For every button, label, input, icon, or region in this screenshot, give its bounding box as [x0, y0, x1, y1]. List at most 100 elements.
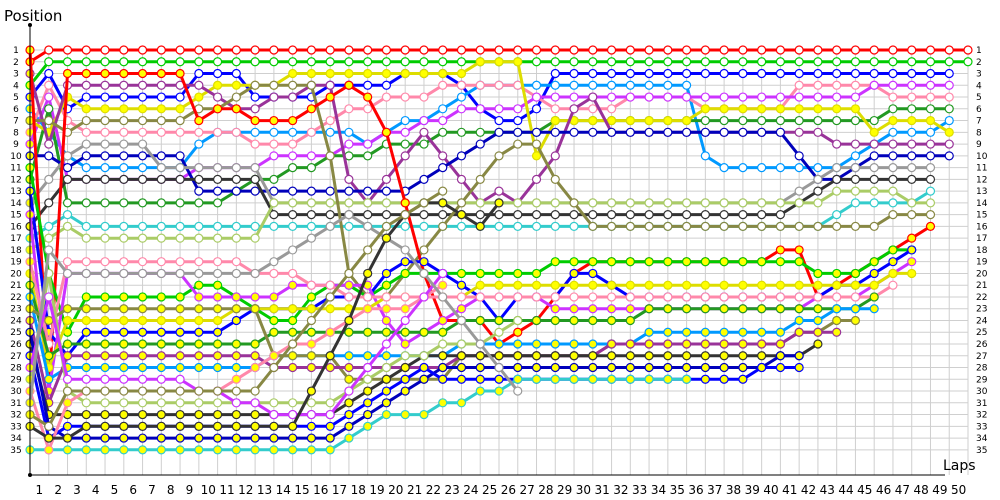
lap-position-marker [888, 139, 898, 149]
lap-position-marker [156, 351, 166, 361]
lap-position-marker [137, 92, 148, 102]
lap-position-marker [550, 45, 560, 55]
lap-position-marker [813, 68, 823, 79]
lap-position-marker [81, 315, 91, 326]
lap-position-marker [550, 57, 560, 67]
lap-position-marker [213, 339, 223, 349]
lap-position-marker [306, 57, 316, 67]
lap-position-marker [850, 80, 861, 90]
lap-position-marker [288, 421, 298, 431]
lap-position-marker [381, 374, 392, 384]
lap-position-marker [175, 351, 185, 361]
lap-position-marker [156, 445, 166, 455]
y-tick-label: 13 [10, 187, 21, 197]
lap-position-marker [288, 268, 298, 279]
lap-position-marker [306, 315, 316, 326]
lap-position-marker [81, 445, 91, 455]
lap-position-marker [288, 127, 298, 137]
lap-position-marker [588, 198, 598, 208]
lap-position-marker [137, 386, 148, 396]
lap-position-marker [681, 45, 692, 55]
lap-position-marker [757, 327, 767, 337]
lap-position-marker [513, 386, 523, 396]
lap-position-marker [700, 351, 710, 361]
lap-position-marker [419, 327, 429, 337]
lap-position-marker [175, 151, 185, 161]
lap-position-marker [175, 398, 185, 408]
lap-position-marker [456, 45, 467, 55]
lap-position-marker [438, 374, 448, 384]
lap-position-marker [513, 362, 523, 373]
lap-position-marker [100, 198, 110, 208]
lap-position-marker [681, 327, 692, 337]
lap-position-marker [494, 327, 504, 337]
lap-position-marker [81, 57, 91, 67]
lap-position-marker [269, 186, 279, 196]
lap-position-marker [194, 80, 204, 90]
lap-position-marker [231, 45, 241, 55]
lap-position-marker [119, 304, 129, 314]
lap-position-marker [738, 327, 748, 337]
lap-position-marker [681, 257, 692, 267]
lap-position-marker [400, 386, 410, 396]
lap-position-marker [550, 374, 560, 384]
lap-position-marker [363, 362, 373, 373]
lap-position-marker [213, 163, 223, 173]
lap-position-marker [194, 221, 204, 231]
lap-position-marker [925, 210, 936, 220]
lap-position-marker [306, 409, 316, 420]
lap-position-marker [550, 221, 560, 231]
lap-position-marker [494, 386, 504, 396]
lap-position-marker [456, 198, 467, 208]
lap-position-marker [81, 174, 91, 184]
lap-position-marker [644, 327, 654, 337]
series-25 [25, 315, 842, 408]
lap-position-marker [363, 198, 373, 208]
lap-position-marker [888, 127, 898, 137]
lap-position-marker [269, 268, 279, 279]
lap-position-marker [644, 304, 654, 314]
lap-position-marker [888, 245, 898, 255]
lap-position-marker [250, 292, 260, 302]
lap-position-marker [250, 186, 260, 196]
lap-position-marker [119, 362, 129, 373]
series-29 [25, 374, 692, 455]
lap-position-marker [306, 386, 316, 396]
lap-position-marker [456, 57, 467, 67]
lap-position-marker [775, 210, 786, 220]
lap-position-marker [381, 45, 392, 55]
lap-position-marker [663, 80, 673, 90]
lap-position-marker [700, 362, 710, 373]
lap-position-marker [175, 268, 185, 279]
y-tick-label: 34 [10, 434, 22, 444]
lap-position-marker [119, 351, 129, 361]
lap-position-marker [119, 92, 129, 102]
lap-position-marker [569, 92, 579, 102]
lap-position-marker [663, 327, 673, 337]
lap-position-marker [81, 421, 91, 431]
lap-position-marker [306, 186, 316, 196]
lap-position-marker [606, 374, 617, 384]
lap-position-marker [644, 221, 654, 231]
lap-position-marker [419, 268, 429, 279]
lap-position-marker [81, 233, 91, 243]
lap-position-marker [194, 115, 204, 126]
lap-position-marker [250, 92, 260, 102]
lap-position-marker [513, 280, 523, 290]
y-tick-label: 17 [10, 234, 21, 244]
lap-position-marker [344, 327, 354, 337]
lap-position-marker [869, 186, 879, 196]
lap-position-marker [850, 57, 861, 67]
lap-position-marker [44, 445, 54, 455]
y-tick-label-right: 13 [976, 187, 987, 197]
lap-position-marker [888, 163, 898, 173]
lap-position-marker [306, 433, 316, 443]
x-tick-label: 10 [201, 483, 216, 497]
lap-position-marker [475, 210, 485, 220]
lap-position-marker [119, 198, 129, 208]
lap-position-marker [194, 280, 204, 290]
lap-position-marker [363, 139, 373, 149]
lap-position-marker [306, 339, 316, 349]
lap-position-marker [231, 57, 241, 67]
lap-position-marker [231, 386, 241, 396]
